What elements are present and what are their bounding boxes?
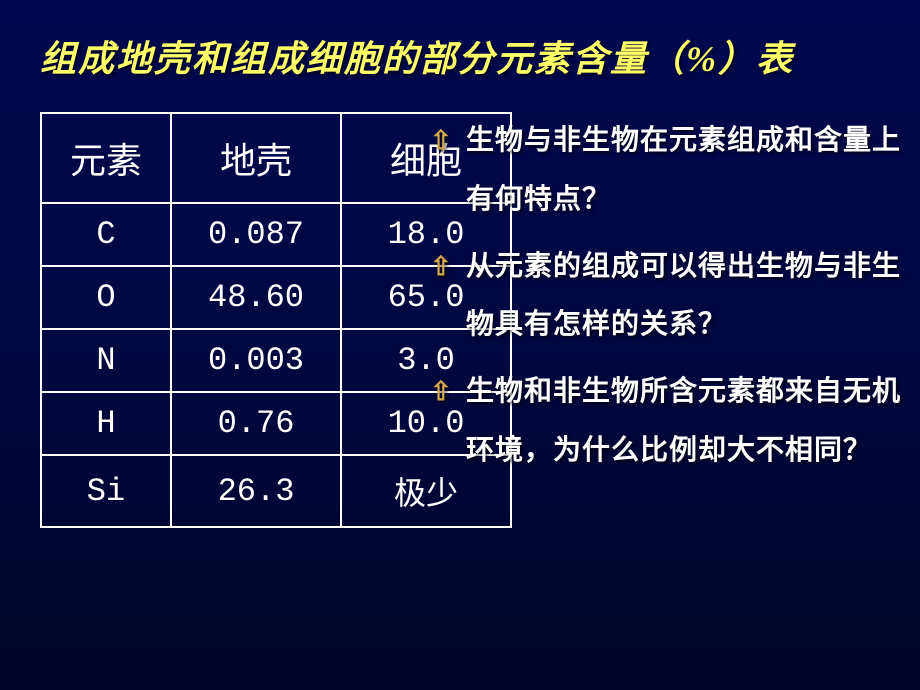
question-text: 生物和非生物所含元素都来自无机环境，为什么比例却大不相同？ bbox=[466, 376, 901, 466]
cell-crust: 26.3 bbox=[171, 455, 341, 527]
cell-element: N bbox=[41, 329, 171, 392]
cell-crust: 48.60 bbox=[171, 266, 341, 329]
question-text: 从元素的组成可以得出生物与非生物具有怎样的关系？ bbox=[466, 251, 901, 341]
content-area: 元素 地壳 细胞 C 0.087 18.0 O 48.60 65.0 N 0.0… bbox=[0, 112, 920, 528]
cell-element: O bbox=[41, 266, 171, 329]
question-list: ⇧ 生物与非生物在元素组成和含量上有何特点？ ⇧ 从元素的组成可以得出生物与非生… bbox=[430, 112, 910, 489]
cell-element: Si bbox=[41, 455, 171, 527]
cell-crust: 0.087 bbox=[171, 203, 341, 266]
question-item: ⇧ 从元素的组成可以得出生物与非生物具有怎样的关系？ bbox=[430, 238, 910, 356]
header-element: 元素 bbox=[41, 113, 171, 203]
question-item: ⇧ 生物和非生物所含元素都来自无机环境，为什么比例却大不相同？ bbox=[430, 363, 910, 481]
cell-crust: 0.003 bbox=[171, 329, 341, 392]
question-text: 生物与非生物在元素组成和含量上有何特点？ bbox=[466, 125, 901, 215]
bullet-icon: ⇧ bbox=[430, 240, 453, 295]
bullet-icon: ⇧ bbox=[430, 365, 453, 420]
cell-element: C bbox=[41, 203, 171, 266]
question-item: ⇧ 生物与非生物在元素组成和含量上有何特点？ bbox=[430, 112, 910, 230]
cell-crust: 0.76 bbox=[171, 392, 341, 455]
header-crust: 地壳 bbox=[171, 113, 341, 203]
cell-element: H bbox=[41, 392, 171, 455]
slide-title: 组成地壳和组成细胞的部分元素含量（%）表 bbox=[0, 0, 920, 82]
bullet-icon: ⇧ bbox=[430, 114, 453, 169]
